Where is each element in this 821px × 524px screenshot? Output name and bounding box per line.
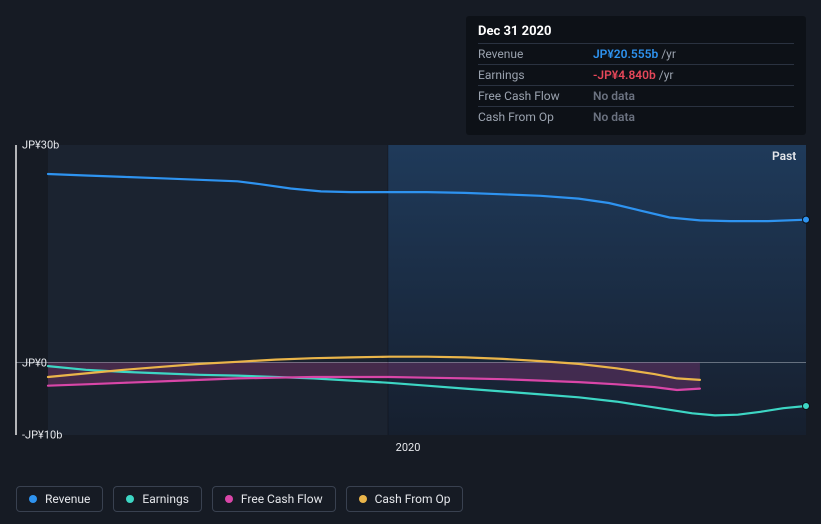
past-label: Past: [772, 149, 796, 163]
legend-label: Revenue: [45, 492, 90, 506]
tooltip-row: RevenueJP¥20.555b /yr: [478, 43, 794, 64]
chart-svg: [16, 120, 806, 450]
tooltip-date: Dec 31 2020: [478, 24, 794, 43]
y-axis-label: JP¥0: [22, 356, 47, 369]
tooltip-metric-label: Earnings: [478, 68, 593, 82]
tooltip-metric-value: No data: [593, 110, 635, 124]
legend-label: Cash From Op: [375, 492, 451, 506]
tooltip-metric-label: Cash From Op: [478, 110, 593, 124]
chart-legend: Revenue Earnings Free Cash Flow Cash From O…: [16, 486, 463, 512]
chart-tooltip: Dec 31 2020 RevenueJP¥20.555b /yrEarning…: [466, 16, 806, 135]
legend-dot-icon: [126, 495, 134, 503]
tooltip-metric-label: Revenue: [478, 47, 593, 61]
tooltip-row: Earnings-JP¥4.840b /yr: [478, 64, 794, 85]
legend-dot-icon: [359, 495, 367, 503]
tooltip-metric-label: Free Cash Flow: [478, 89, 593, 103]
legend-item[interactable]: Earnings: [113, 486, 202, 512]
legend-item[interactable]: Cash From Op: [346, 486, 464, 512]
y-axis-label: JP¥30b: [22, 139, 59, 152]
legend-dot-icon: [29, 495, 37, 503]
tooltip-row: Free Cash FlowNo data: [478, 85, 794, 106]
legend-item[interactable]: Free Cash Flow: [212, 486, 336, 512]
y-axis-label: -JP¥10b: [22, 429, 62, 442]
x-axis-label: 2020: [396, 441, 421, 454]
tooltip-metric-value: No data: [593, 89, 635, 103]
tooltip-metric-value: -JP¥4.840b /yr: [593, 68, 673, 82]
legend-item[interactable]: Revenue: [16, 486, 103, 512]
financial-chart[interactable]: JP¥30bJP¥0-JP¥10b 2020 Past: [16, 120, 806, 450]
tooltip-metric-value: JP¥20.555b /yr: [593, 47, 676, 61]
legend-dot-icon: [225, 495, 233, 503]
legend-label: Free Cash Flow: [241, 492, 323, 506]
legend-label: Earnings: [142, 492, 189, 506]
tooltip-row: Cash From OpNo data: [478, 106, 794, 127]
